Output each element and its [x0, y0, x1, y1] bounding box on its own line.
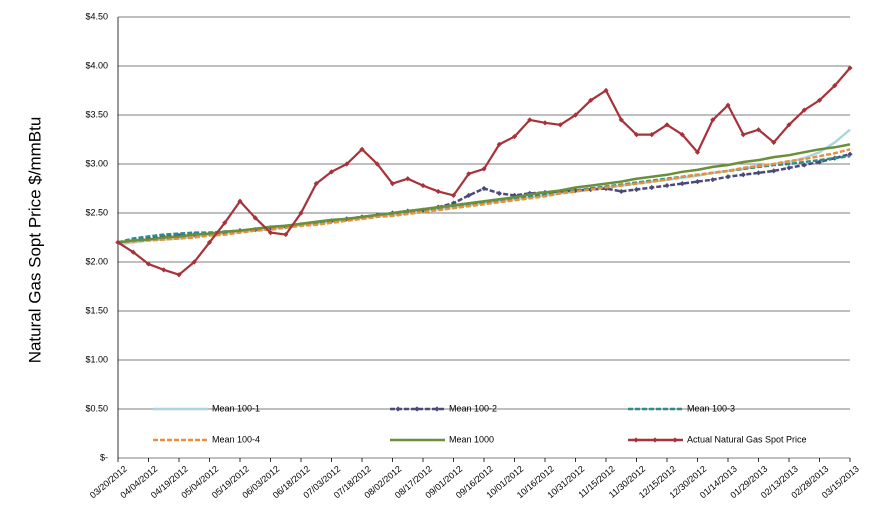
point-marker [557, 122, 563, 128]
point-marker [694, 179, 701, 185]
point-marker [633, 132, 640, 138]
point-marker [847, 65, 853, 71]
y-tick-label: $2.00 [85, 256, 108, 266]
point-marker [588, 97, 594, 103]
point-marker [603, 87, 609, 94]
point-marker [664, 182, 670, 189]
point-marker [755, 127, 762, 133]
point-marker [527, 117, 533, 123]
point-marker [115, 239, 121, 245]
point-marker [450, 192, 457, 198]
legend-marker [414, 406, 420, 412]
point-marker [725, 102, 731, 108]
point-marker [740, 132, 746, 138]
y-tick-label: $3.50 [85, 109, 108, 119]
y-axis-label: Natural Gas Sopt Price $/mmBtu [25, 117, 44, 364]
legend-label: Mean 100-4 [212, 434, 260, 444]
point-marker [649, 184, 655, 191]
point-marker [572, 112, 579, 118]
point-marker [191, 259, 197, 265]
point-marker [161, 267, 167, 273]
point-marker [786, 122, 792, 128]
point-marker [298, 210, 304, 216]
point-marker [130, 249, 136, 255]
y-tick-label: $- [100, 452, 108, 462]
y-tick-label: $1.50 [85, 305, 108, 315]
point-marker [679, 132, 685, 138]
point-marker [786, 165, 792, 171]
point-marker [496, 141, 502, 147]
legend-marker [434, 406, 440, 412]
point-marker [618, 117, 624, 123]
point-marker [237, 198, 243, 204]
point-marker [511, 133, 518, 140]
point-marker [466, 171, 472, 177]
point-marker [633, 186, 640, 193]
point-marker [649, 132, 655, 138]
y-tick-label: $3.00 [85, 158, 108, 168]
point-marker [618, 188, 624, 195]
point-marker [252, 215, 258, 221]
point-marker [679, 181, 685, 187]
y-tick-label: $1.00 [85, 354, 108, 364]
legend-marker [672, 437, 678, 443]
point-marker [389, 181, 396, 187]
point-marker [313, 181, 319, 187]
point-marker [481, 166, 487, 172]
point-marker [801, 162, 807, 168]
y-tick-label: $0.50 [85, 403, 108, 413]
point-marker [405, 176, 411, 182]
legend-label: Actual Natural Gas Spot Price [687, 434, 807, 444]
point-marker [222, 220, 228, 226]
legend-marker [395, 406, 401, 412]
point-marker [664, 122, 670, 128]
point-marker [145, 261, 152, 267]
legend-marker [633, 437, 639, 443]
point-marker [344, 161, 350, 167]
point-marker [481, 185, 487, 192]
point-marker [710, 117, 716, 123]
point-marker [283, 231, 289, 238]
legend-label: Mean 100-3 [687, 403, 735, 413]
series-line [117, 143, 851, 244]
point-marker [801, 107, 807, 113]
point-marker [496, 190, 502, 196]
point-marker [771, 139, 777, 146]
point-marker [420, 182, 426, 189]
point-marker [328, 169, 335, 175]
y-tick-label: $2.50 [85, 207, 108, 217]
series-line [117, 148, 851, 244]
point-marker [816, 97, 823, 103]
point-marker [176, 272, 182, 278]
y-tick-label: $4.50 [85, 11, 108, 21]
point-marker [832, 83, 838, 89]
legend-marker [652, 437, 658, 443]
legend-label: Mean 100-1 [212, 403, 260, 413]
point-marker [755, 170, 762, 176]
point-marker [725, 174, 731, 180]
point-marker [206, 239, 213, 245]
point-marker [694, 149, 701, 155]
point-marker [435, 188, 441, 195]
legend-label: Mean 100-2 [449, 403, 497, 413]
point-marker [359, 146, 365, 152]
point-marker [374, 161, 380, 167]
point-marker [771, 168, 777, 174]
point-marker [710, 177, 716, 183]
point-marker [542, 120, 548, 126]
point-marker [740, 172, 746, 178]
legend-label: Mean 1000 [449, 434, 494, 444]
y-tick-label: $4.00 [85, 60, 108, 70]
point-marker [267, 230, 274, 236]
point-marker [466, 192, 472, 198]
